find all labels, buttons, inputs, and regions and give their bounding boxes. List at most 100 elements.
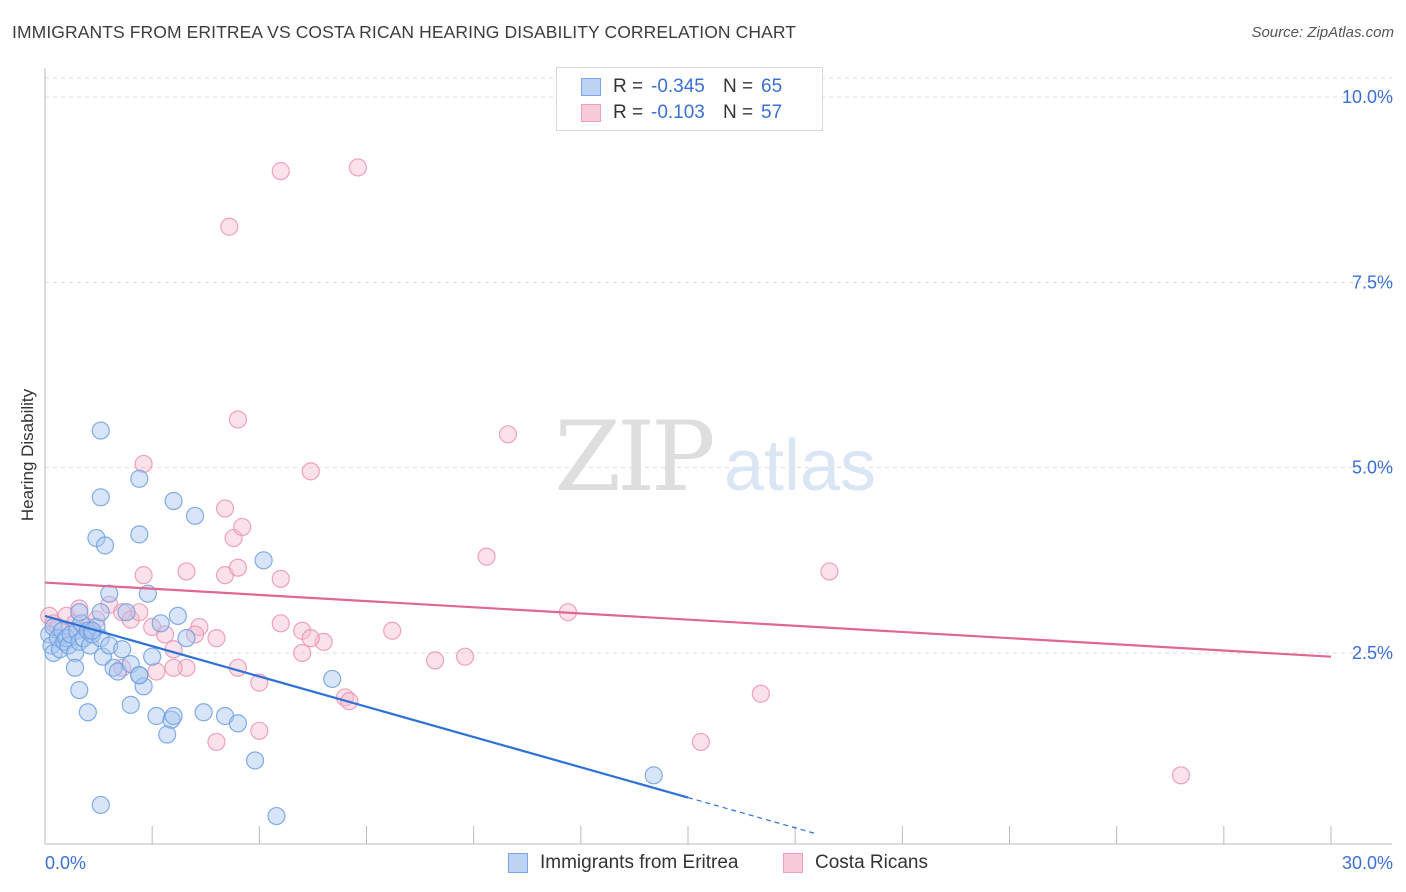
- axes: [44, 68, 1392, 845]
- legend-swatch-pink: [581, 104, 601, 122]
- watermark: ZIP atlas: [554, 401, 876, 513]
- costa-ricans-point: [348, 158, 368, 177]
- costa-ricans-point: [134, 454, 153, 474]
- eritrea-point: [134, 677, 153, 696]
- legend-n-label: N =: [723, 102, 754, 123]
- y-tick-label: 5.0%: [1352, 458, 1393, 478]
- eritrea-point: [164, 491, 183, 511]
- costa-ricans-point: [455, 647, 475, 666]
- trend-lines: [44, 581, 1332, 835]
- eritrea-point: [95, 536, 115, 555]
- costa-ricans-point: [271, 569, 290, 588]
- costa-ricans-point: [207, 732, 226, 752]
- costa-ricans-point: [425, 651, 445, 670]
- legend-r-value: -0.345: [651, 76, 705, 97]
- eritrea-point: [59, 636, 78, 655]
- costa-ricans-trend-line: [44, 581, 1332, 658]
- legend-n-label: N =: [723, 76, 754, 97]
- costa-ricans-point: [233, 517, 252, 537]
- eritrea-point: [78, 703, 97, 722]
- costa-ricans-point: [250, 721, 269, 740]
- y-tick-label: 2.5%: [1352, 643, 1393, 663]
- y-tick-label: 10.0%: [1342, 87, 1393, 107]
- costa-ricans-point: [271, 614, 290, 633]
- eritrea-point: [177, 629, 196, 648]
- legend-r-label: R =: [613, 76, 644, 97]
- costa-ricans-point: [751, 684, 770, 703]
- legend-label-costa-ricans: Costa Ricans: [815, 852, 928, 873]
- eritrea-point: [121, 695, 140, 714]
- eritrea-point: [91, 488, 110, 507]
- eritrea-point: [130, 666, 149, 685]
- eritrea-point: [194, 703, 213, 722]
- costa-ricans-point: [1171, 766, 1191, 785]
- costa-ricans-point: [228, 410, 247, 429]
- legend-row-costa-ricans: R = -0.103 N = 57: [581, 100, 782, 126]
- eritrea-point: [113, 640, 132, 659]
- legend-swatch-blue: [508, 853, 528, 873]
- costa-ricans-point: [177, 562, 196, 581]
- eritrea-point: [323, 669, 342, 689]
- eritrea-trend-extension: [687, 796, 817, 835]
- source-credit: Source: ZipAtlas.com: [1251, 24, 1394, 41]
- costa-ricans-point: [164, 658, 183, 677]
- costa-ricans-point: [293, 643, 312, 663]
- legend-label-eritrea: Immigrants from Eritrea: [540, 852, 739, 873]
- legend-swatch-blue: [581, 78, 601, 96]
- costa-ricans-point: [207, 629, 226, 648]
- tick-labels: 2.5% 5.0% 7.5% 10.0% 0.0% 30.0%: [45, 87, 1393, 873]
- eritrea-point: [91, 603, 110, 622]
- x-tick-label: 0.0%: [45, 853, 86, 873]
- eritrea-point: [151, 614, 170, 633]
- costa-ricans-point: [271, 162, 290, 181]
- costa-ricans-point: [220, 217, 239, 236]
- costa-ricans-point: [177, 658, 196, 677]
- eritrea-point: [245, 751, 265, 770]
- eritrea-point: [267, 806, 286, 826]
- x-tick-label: 30.0%: [1342, 853, 1393, 873]
- series-legend: Immigrants from Eritrea Costa Ricans: [0, 852, 1406, 876]
- costa-ricans-point: [147, 662, 166, 681]
- eritrea-point: [158, 725, 177, 744]
- eritrea-point: [168, 606, 187, 626]
- eritrea-point: [70, 680, 89, 700]
- costa-ricans-point: [301, 462, 320, 481]
- costa-ricans-point: [215, 499, 235, 518]
- eritrea-point: [143, 647, 162, 666]
- costa-ricans-point: [820, 562, 839, 581]
- y-axis-label: Hearing Disability: [18, 388, 37, 521]
- eritrea-point: [80, 636, 100, 655]
- legend-swatch-pink: [783, 853, 803, 873]
- costa-ricans-point: [228, 558, 247, 577]
- grid-lines: [45, 77, 1392, 654]
- eritrea-point: [93, 647, 112, 666]
- legend-n-value: 65: [761, 76, 783, 97]
- costa-ricans-point: [130, 603, 149, 622]
- costa-ricans-point: [155, 625, 175, 644]
- costa-ricans-point: [383, 621, 402, 640]
- eritrea-point: [65, 658, 85, 677]
- legend-item-costa-ricans: Costa Ricans: [783, 852, 928, 874]
- eritrea-point: [130, 525, 149, 544]
- eritrea-point: [228, 714, 247, 733]
- eritrea-point: [644, 766, 663, 785]
- chart-title: IMMIGRANTS FROM ERITREA VS COSTA RICAN H…: [12, 22, 797, 42]
- watermark-zip: ZIP: [554, 401, 713, 513]
- costa-ricans-point: [134, 566, 153, 585]
- costa-ricans-point: [301, 629, 320, 648]
- eritrea-point: [254, 551, 273, 570]
- eritrea-point: [100, 584, 119, 603]
- legend-n-value: 57: [761, 102, 783, 123]
- eritrea-point: [91, 795, 110, 815]
- legend-r-value: -0.103: [651, 102, 705, 123]
- legend-item-eritrea: Immigrants from Eritrea: [508, 852, 738, 874]
- eritrea-trend-line: [44, 614, 689, 799]
- eritrea-point: [185, 506, 205, 525]
- watermark-atlas: atlas: [724, 426, 876, 506]
- legend-row-eritrea: R = -0.345 N = 65: [581, 74, 782, 100]
- costa-ricans-point: [498, 425, 518, 444]
- y-tick-label: 7.5%: [1352, 272, 1393, 292]
- eritrea-point: [91, 421, 110, 440]
- eritrea-point: [130, 469, 149, 488]
